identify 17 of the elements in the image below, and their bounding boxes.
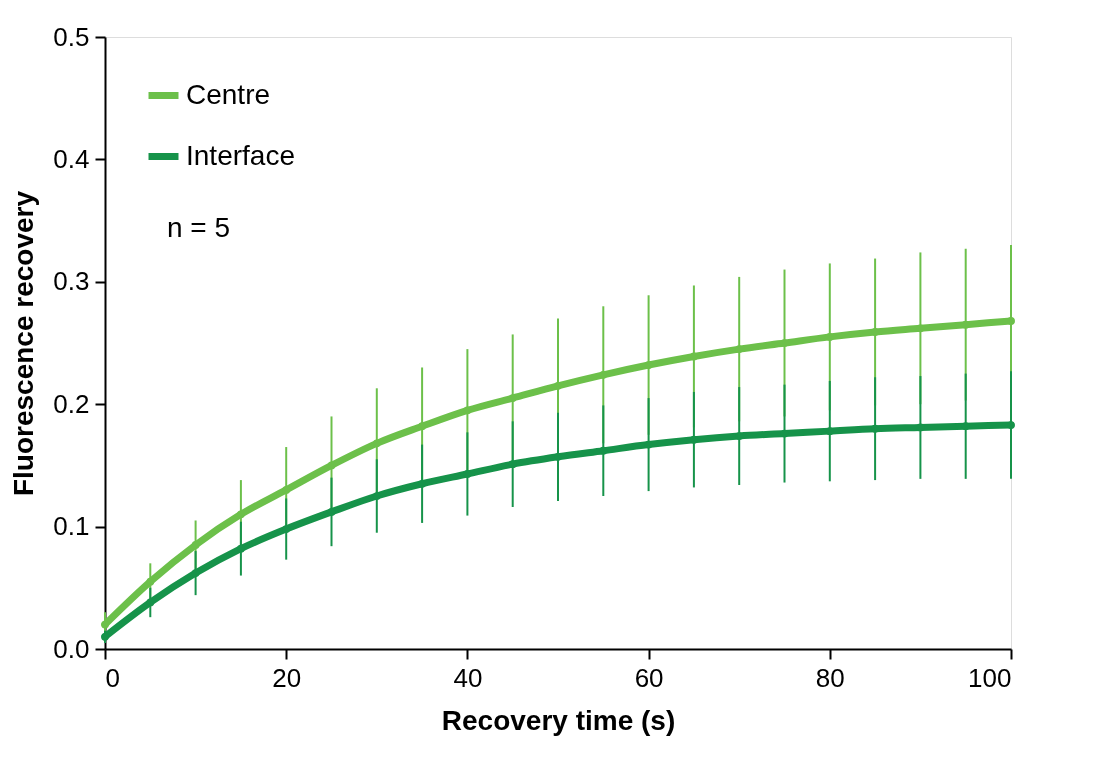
- annotation: n = 5: [167, 212, 231, 243]
- x-axis-title: Recovery time (s): [441, 704, 676, 736]
- x-tick-label: 60: [634, 662, 664, 693]
- x-tick-label: 100: [968, 662, 1012, 693]
- y-tick-label: 0.5: [53, 21, 90, 52]
- y-axis-title: Fluorescence recovery: [8, 190, 40, 497]
- y-tick-label: 0.3: [53, 266, 90, 297]
- x-tick-label: 0: [105, 662, 120, 693]
- x-tick-label: 80: [815, 662, 845, 693]
- y-tick-label: 0.1: [53, 511, 90, 542]
- x-tick-label: 20: [272, 662, 302, 693]
- y-tick-label: 0.4: [53, 143, 90, 174]
- y-tick-label: 0.2: [53, 388, 90, 419]
- y-tick-label: 0.0: [53, 633, 90, 664]
- legend-label: Interface: [186, 139, 295, 171]
- legend-label: Centre: [186, 78, 271, 110]
- x-tick-label: 40: [453, 662, 483, 693]
